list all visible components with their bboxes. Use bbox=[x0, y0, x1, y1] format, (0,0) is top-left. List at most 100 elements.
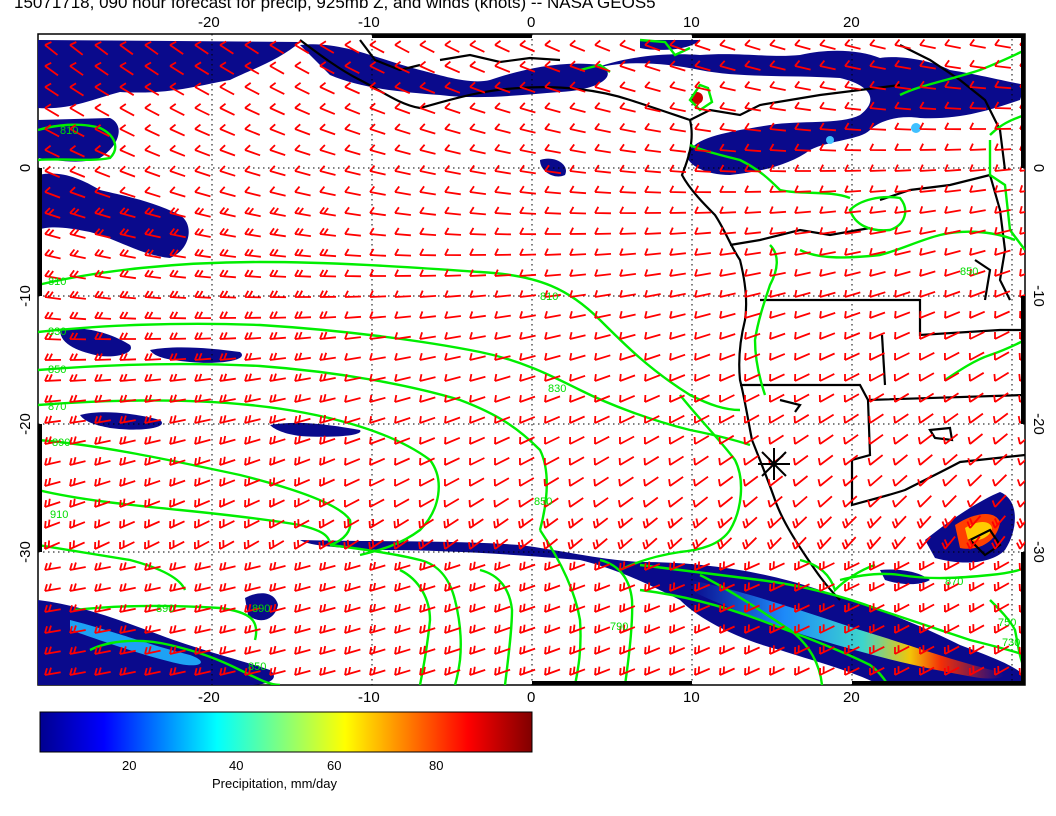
wind-barb bbox=[244, 227, 261, 238]
wind-barb bbox=[894, 227, 911, 235]
wind-barb bbox=[994, 226, 1011, 235]
wind-barb bbox=[969, 206, 986, 214]
wind-barb bbox=[619, 582, 636, 592]
wind-barb bbox=[419, 102, 436, 115]
wind-barb bbox=[219, 415, 236, 424]
wind-barb bbox=[669, 206, 687, 214]
wind-barb bbox=[344, 436, 361, 445]
wind-barb bbox=[369, 394, 386, 403]
lat-label: -30 bbox=[17, 541, 34, 563]
wind-barb bbox=[994, 185, 1011, 193]
wind-barb bbox=[742, 537, 758, 550]
wind-barb bbox=[669, 645, 686, 655]
wind-barb bbox=[519, 582, 536, 592]
wind-barb bbox=[243, 539, 260, 550]
wind-barb bbox=[444, 144, 461, 155]
colorbar-tick: 60 bbox=[327, 758, 342, 773]
wind-barb bbox=[819, 60, 836, 71]
wind-barb bbox=[494, 290, 511, 298]
wind-barb bbox=[494, 582, 511, 592]
wind-barb bbox=[692, 496, 709, 508]
wind-barb bbox=[594, 373, 611, 382]
wind-barb bbox=[694, 624, 711, 634]
wind-barb bbox=[844, 666, 860, 676]
wind-barb bbox=[644, 331, 661, 340]
wind-barb bbox=[343, 518, 360, 529]
wind-barb bbox=[194, 540, 210, 550]
wind-barb bbox=[794, 122, 811, 132]
wind-barb bbox=[694, 143, 711, 153]
wind-barb bbox=[219, 582, 236, 592]
wind-barb bbox=[119, 394, 137, 403]
wind-barb bbox=[769, 310, 786, 319]
wind-barb bbox=[219, 332, 237, 340]
wind-barb bbox=[844, 143, 862, 152]
wind-barb bbox=[269, 645, 286, 655]
wind-barb bbox=[418, 498, 435, 508]
lon-label: 0 bbox=[527, 689, 535, 706]
wind-barb bbox=[919, 101, 937, 110]
wind-barb bbox=[394, 666, 411, 676]
wind-barb bbox=[894, 603, 910, 613]
wind-barb bbox=[966, 494, 982, 508]
wind-barb bbox=[692, 537, 708, 550]
wind-barb bbox=[419, 290, 437, 298]
wind-barb bbox=[319, 582, 336, 592]
wind-barb bbox=[943, 372, 960, 382]
wind-barb bbox=[569, 373, 586, 382]
wind-barb bbox=[894, 164, 912, 172]
wind-barb bbox=[219, 207, 236, 218]
wind-barb bbox=[219, 227, 236, 238]
wind-barb bbox=[468, 497, 485, 508]
wind-barb bbox=[994, 289, 1011, 298]
wind-barb bbox=[169, 248, 186, 259]
wind-barb bbox=[841, 536, 857, 550]
wind-barb bbox=[644, 645, 661, 655]
wind-barb bbox=[994, 80, 1012, 90]
wind-barb bbox=[794, 582, 810, 592]
wind-barb bbox=[744, 81, 761, 92]
wind-barb bbox=[144, 583, 161, 592]
wind-barb bbox=[744, 352, 761, 361]
wind-barb bbox=[893, 413, 909, 424]
wind-barb bbox=[219, 498, 236, 508]
wind-barb bbox=[294, 645, 311, 655]
wind-barb bbox=[344, 603, 361, 613]
wind-barb bbox=[818, 393, 835, 403]
wind-barb bbox=[119, 519, 136, 529]
wind-barb bbox=[819, 268, 836, 277]
wind-barb bbox=[169, 625, 186, 634]
wind-barb bbox=[194, 435, 211, 445]
wind-barb bbox=[844, 185, 862, 193]
wind-barb bbox=[394, 248, 412, 257]
wind-barb bbox=[594, 143, 611, 154]
wind-barb bbox=[394, 373, 411, 382]
wind-barb bbox=[244, 82, 260, 96]
wind-barb bbox=[344, 290, 362, 298]
wind-barb bbox=[994, 268, 1011, 277]
wind-barb bbox=[719, 248, 736, 256]
wind-barb bbox=[569, 435, 585, 445]
wind-barb bbox=[419, 477, 435, 487]
wind-barb bbox=[444, 164, 461, 175]
wind-barb bbox=[443, 518, 459, 529]
wind-barb bbox=[719, 206, 737, 214]
wind-barb bbox=[369, 227, 386, 237]
wind-barb bbox=[69, 436, 86, 445]
page-title: 15071718, 090 hour forecast for precip, … bbox=[14, 0, 656, 12]
wind-barb bbox=[819, 248, 836, 256]
wind-barb bbox=[369, 185, 386, 196]
wind-barb bbox=[767, 516, 783, 529]
wind-barb bbox=[594, 352, 611, 361]
wind-barb bbox=[968, 392, 984, 403]
wind-barb bbox=[869, 582, 885, 592]
wind-barb bbox=[744, 122, 762, 132]
wind-barb bbox=[619, 561, 636, 571]
wind-barb bbox=[169, 103, 185, 117]
wind-barb bbox=[444, 206, 461, 216]
wind-barb bbox=[916, 515, 932, 529]
wind-barb bbox=[244, 667, 261, 676]
wind-barb bbox=[569, 269, 586, 277]
wind-barb bbox=[444, 645, 461, 655]
wind-barb bbox=[819, 101, 837, 111]
